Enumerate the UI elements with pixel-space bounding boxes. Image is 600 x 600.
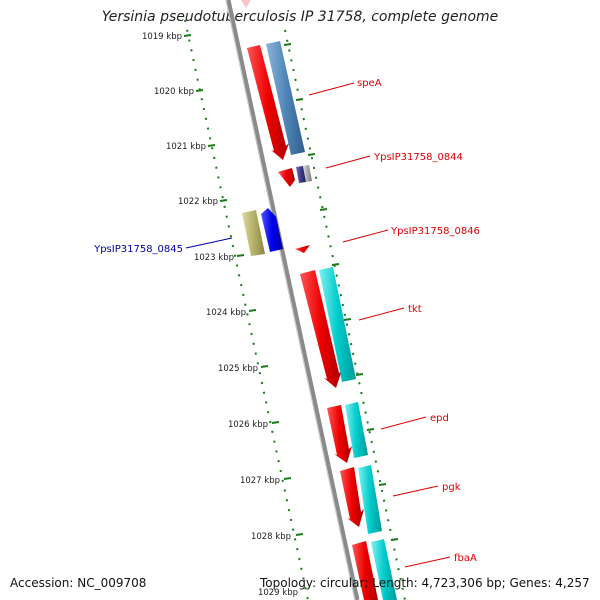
label-epd[interactable]: epd <box>430 413 449 424</box>
topology-text: Topology: circular; Length: 4,723,306 bp… <box>260 576 590 590</box>
tick-label-1027: 1027 kbp <box>240 476 280 486</box>
leader-fbaA <box>404 556 451 568</box>
tick-label-1024: 1024 kbp <box>206 308 246 318</box>
ruler-ticks: 1019 kbp 1020 kbp 1021 kbp 1022 kbp 1023… <box>142 32 304 598</box>
tick-label-1019: 1019 kbp <box>142 32 182 42</box>
cds-YpsIP31758_0844[interactable] <box>296 166 306 183</box>
cds-pgk[interactable] <box>358 465 382 534</box>
tick-label-1023: 1023 kbp <box>194 253 234 263</box>
genome-backbone <box>225 0 360 600</box>
leader-YpsIP31758_0846 <box>342 229 389 243</box>
tick-mark-1027 <box>283 477 292 480</box>
label-YpsIP31758_0845[interactable]: YpsIP31758_0845 <box>93 244 183 255</box>
leader-speA <box>308 82 355 96</box>
right-ruler-ticks <box>283 43 399 541</box>
tick-label-1026: 1026 kbp <box>228 420 268 430</box>
gene-speA[interactable] <box>247 45 289 160</box>
tick-mark-1019 <box>183 34 192 37</box>
label-YpsIP31758_0844[interactable]: YpsIP31758_0844 <box>373 152 463 163</box>
map-title: Yersinia pseudotuberculosis IP 31758, co… <box>101 9 499 25</box>
tick-label-1029: 1029 kbp <box>258 588 298 598</box>
tick-label-1022: 1022 kbp <box>178 197 218 207</box>
label-speA[interactable]: speA <box>357 78 382 89</box>
right-ruler <box>284 29 406 600</box>
backbone-highlight <box>225 0 356 600</box>
gene-pgk[interactable] <box>340 467 364 527</box>
tick-label-1020: 1020 kbp <box>154 87 194 97</box>
tick-mark-1020 <box>195 89 204 92</box>
leader-YpsIP31758_0845 <box>185 237 233 249</box>
cds-fbaA[interactable] <box>371 539 397 600</box>
tick-mark-1025 <box>260 365 269 368</box>
tick-mark-1028 <box>295 533 304 536</box>
gene-epd[interactable] <box>327 405 352 463</box>
leader-epd <box>380 416 427 430</box>
tick-label-1028: 1028 kbp <box>251 532 291 542</box>
cds-YpsIP31758_0844-b[interactable] <box>303 165 312 182</box>
tick-mark-1023 <box>236 254 245 257</box>
tick-label-1025: 1025 kbp <box>218 364 258 374</box>
gene-tkt[interactable] <box>300 270 342 388</box>
gene-YpsIP31758_0846[interactable] <box>295 245 310 253</box>
gene-YpsIP31758_0844[interactable] <box>278 168 295 187</box>
label-fbaA[interactable]: fbaA <box>454 553 477 564</box>
top-marker <box>241 0 251 8</box>
leader-YpsIP31758_0844 <box>325 155 371 169</box>
tick-mark-1021 <box>207 144 216 147</box>
tick-label-1021: 1021 kbp <box>166 142 206 152</box>
tick-mark-1022 <box>219 199 228 202</box>
gene-fbaA[interactable] <box>352 541 378 600</box>
label-tkt[interactable]: tkt <box>408 304 422 315</box>
accession-text: Accession: NC_009708 <box>10 576 147 590</box>
leader-tkt <box>358 307 405 321</box>
gene-YpsIP31758_0845[interactable] <box>261 208 283 252</box>
tick-mark-1024 <box>248 309 257 312</box>
leader-pgk <box>392 485 439 497</box>
label-YpsIP31758_0846[interactable]: YpsIP31758_0846 <box>390 226 480 237</box>
tick-mark-1026 <box>271 421 280 424</box>
label-pgk[interactable]: pgk <box>442 482 461 493</box>
cds-YpsIP31758_0845[interactable] <box>242 210 265 256</box>
cds-speA[interactable] <box>266 41 305 155</box>
cds-epd[interactable] <box>345 402 368 458</box>
cds-tkt[interactable] <box>319 267 356 382</box>
